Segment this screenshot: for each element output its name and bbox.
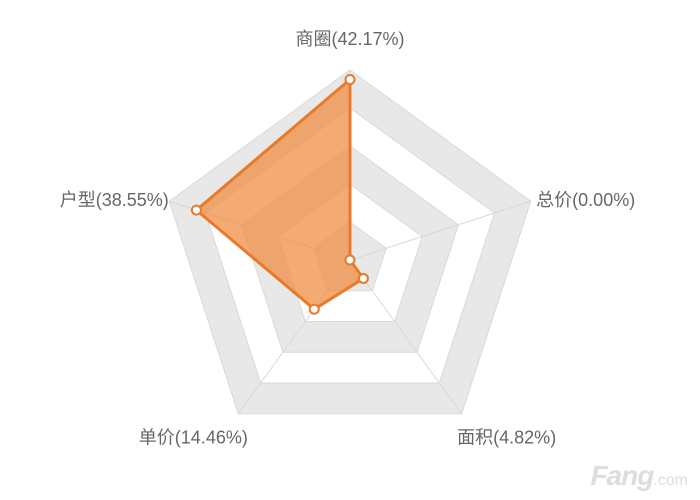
radar-chart: 商圈(42.17%) 总价(0.00%) 面积(4.82%) 单价(14.46%) 户型…	[0, 0, 700, 500]
radar-marker	[346, 75, 355, 84]
radar-axis-label: 户型(38.55%)	[60, 190, 169, 210]
radar-marker	[310, 305, 319, 314]
radar-axis-label: 面积(4.82%)	[457, 427, 556, 447]
radar-marker	[359, 274, 368, 283]
radar-marker	[192, 206, 201, 215]
radar-marker	[346, 256, 355, 265]
radar-axis-label: 商圈(42.17%)	[295, 29, 404, 49]
radar-axis-label: 单价(14.46%)	[139, 427, 248, 447]
radar-axis-label: 总价(0.00%)	[536, 190, 635, 210]
